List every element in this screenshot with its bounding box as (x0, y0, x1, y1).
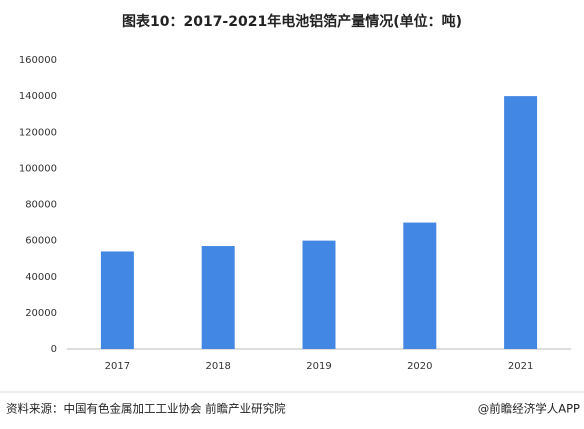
y-tick-label: 120000 (19, 127, 57, 138)
y-tick-label: 100000 (19, 163, 57, 174)
bar (302, 240, 336, 349)
chart-title: 图表10：2017-2021年电池铝箔产量情况(单位：吨) (122, 13, 462, 30)
x-tick-label: 2019 (306, 361, 331, 372)
bar (504, 96, 538, 349)
credit: @前瞻经济学人APP (478, 402, 580, 416)
y-tick-label: 160000 (19, 55, 57, 66)
bar (403, 222, 437, 349)
bar (100, 251, 134, 349)
bar (201, 246, 235, 349)
x-tick-label: 2020 (407, 361, 432, 372)
y-tick-label: 20000 (25, 308, 57, 319)
x-tick-label: 2018 (205, 361, 230, 372)
y-tick-label: 80000 (25, 200, 57, 211)
y-tick-label: 60000 (25, 236, 57, 247)
source: 资料来源：中国有色金属加工工业协会 前瞻产业研究院 (6, 402, 286, 416)
x-tick-label: 2017 (105, 361, 130, 372)
y-tick-label: 0 (51, 344, 57, 355)
y-tick-label: 40000 (25, 272, 57, 283)
x-tick-label: 2021 (508, 361, 533, 372)
y-tick-label: 140000 (19, 91, 57, 102)
